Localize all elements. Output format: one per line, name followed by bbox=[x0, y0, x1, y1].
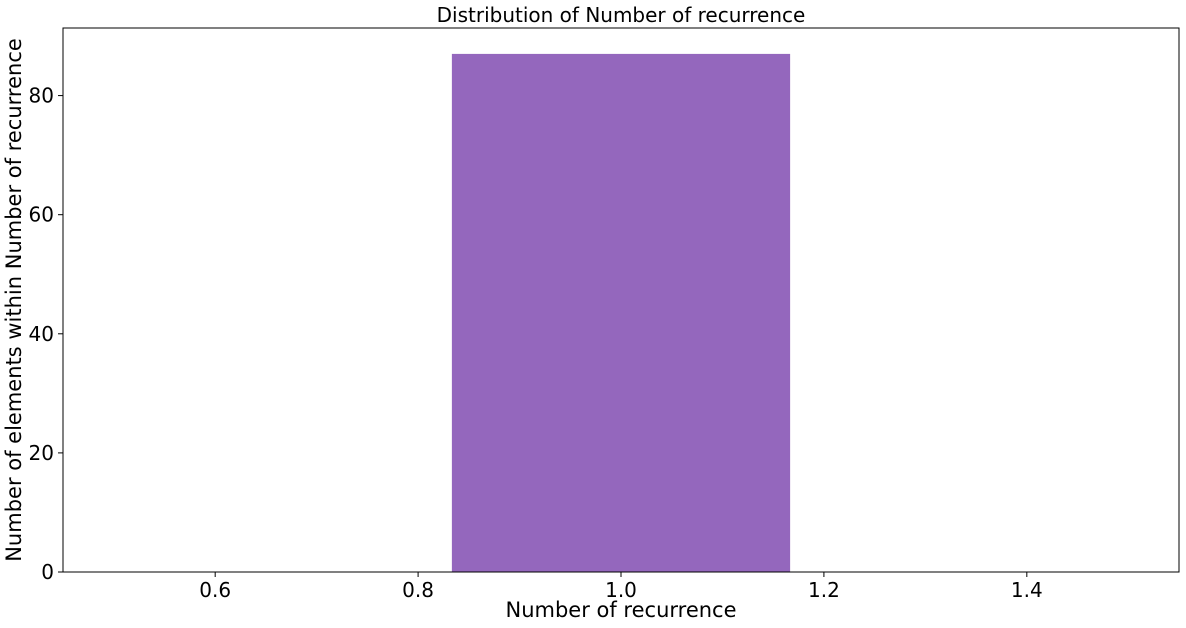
y-tick-label: 0 bbox=[41, 560, 54, 584]
x-tick-label: 0.6 bbox=[199, 578, 231, 602]
chart-title: Distribution of Number of recurrence bbox=[437, 3, 806, 27]
y-tick-label: 60 bbox=[29, 203, 54, 227]
y-tick-label: 40 bbox=[29, 322, 54, 346]
y-axis: 0 20 40 60 80 bbox=[29, 84, 63, 584]
x-tick-label: 0.8 bbox=[402, 578, 434, 602]
x-tick-label: 1.0 bbox=[605, 578, 637, 602]
histogram-bar bbox=[451, 53, 791, 572]
x-axis: 0.6 0.8 1.0 1.2 1.4 bbox=[199, 572, 1043, 602]
x-axis-label: Number of recurrence bbox=[505, 598, 736, 622]
y-tick-label: 80 bbox=[29, 84, 54, 108]
y-axis-label: Number of elements within Number of recu… bbox=[2, 38, 26, 562]
plot-area bbox=[451, 53, 791, 572]
x-tick-label: 1.4 bbox=[1011, 578, 1043, 602]
y-tick-label: 20 bbox=[29, 441, 54, 465]
x-tick-label: 1.2 bbox=[808, 578, 840, 602]
